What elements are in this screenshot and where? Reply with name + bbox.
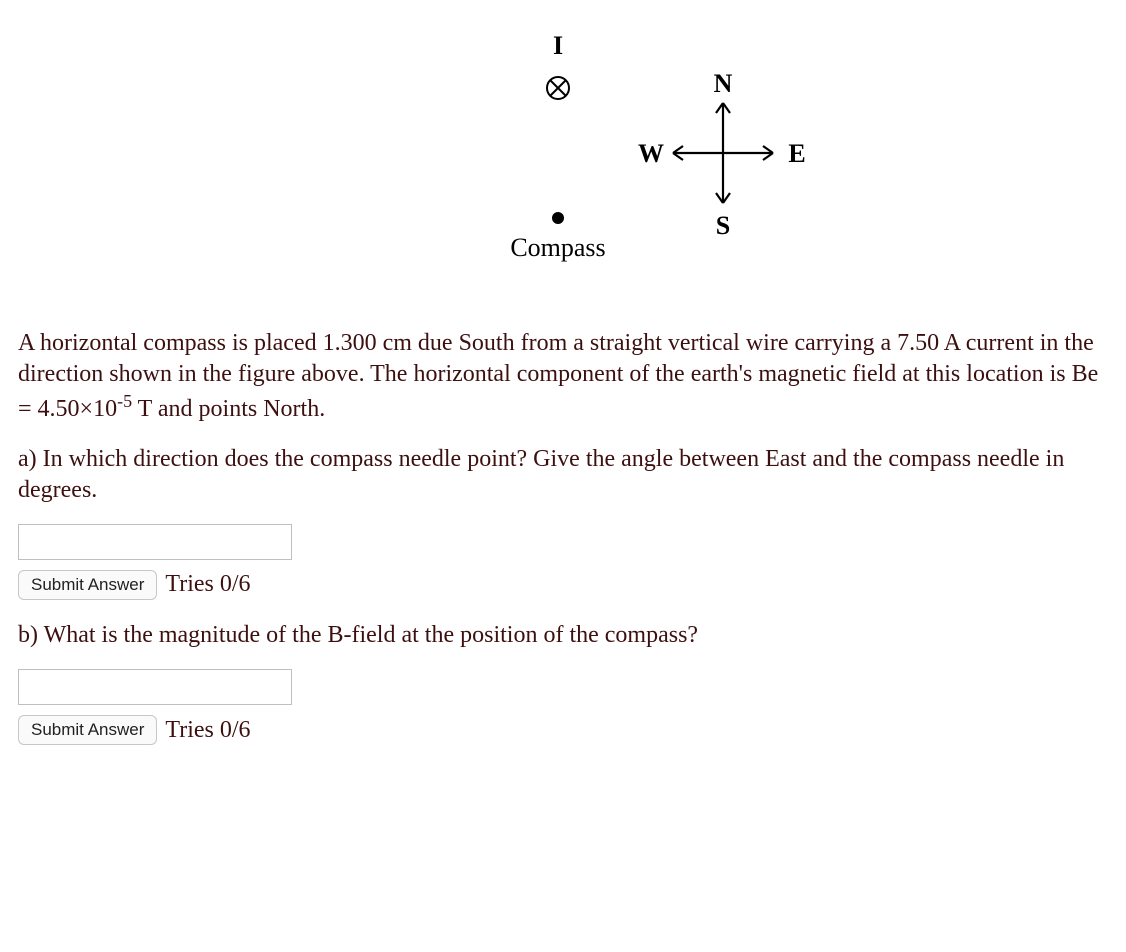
be-mantissa: 4.50×10 <box>38 396 118 422</box>
compass-dot-icon <box>552 212 564 224</box>
figure-area: I Compass N S W E <box>18 18 1108 298</box>
current-label: I <box>553 31 563 60</box>
compass-label: Compass <box>510 233 605 262</box>
question-a-text: In which direction does the compass need… <box>18 446 1064 503</box>
south-label: S <box>716 211 730 240</box>
be-exponent: -5 <box>117 391 132 411</box>
intro-mid1: due South from a straight vertical wire … <box>412 330 897 356</box>
question-b: b) What is the magnitude of the B-field … <box>18 620 1108 651</box>
wire-into-page-icon <box>547 77 569 99</box>
question-a-label: a) <box>18 446 43 472</box>
tries-b-text: Tries 0/6 <box>165 717 250 744</box>
current-value: 7.50 A <box>897 330 960 356</box>
tries-a-text: Tries 0/6 <box>165 571 250 598</box>
problem-statement: A horizontal compass is placed 1.300 cm … <box>18 328 1108 426</box>
east-label: E <box>788 139 805 168</box>
submit-a-button[interactable]: Submit Answer <box>18 570 157 600</box>
intro-pre: A horizontal compass is placed <box>18 330 323 356</box>
north-label: N <box>714 69 733 98</box>
question-b-label: b) <box>18 622 44 648</box>
intro-end: T and points North. <box>132 396 325 422</box>
compass-rose-icon <box>673 103 773 203</box>
answer-a-input[interactable] <box>18 524 292 560</box>
question-b-text: What is the magnitude of the B-field at … <box>44 622 699 648</box>
question-a: a) In which direction does the compass n… <box>18 444 1108 506</box>
submit-b-button[interactable]: Submit Answer <box>18 715 157 745</box>
answer-b-input[interactable] <box>18 669 292 705</box>
distance-value: 1.300 cm <box>323 330 412 356</box>
west-label: W <box>638 139 664 168</box>
physics-diagram: I Compass N S W E <box>403 18 863 278</box>
